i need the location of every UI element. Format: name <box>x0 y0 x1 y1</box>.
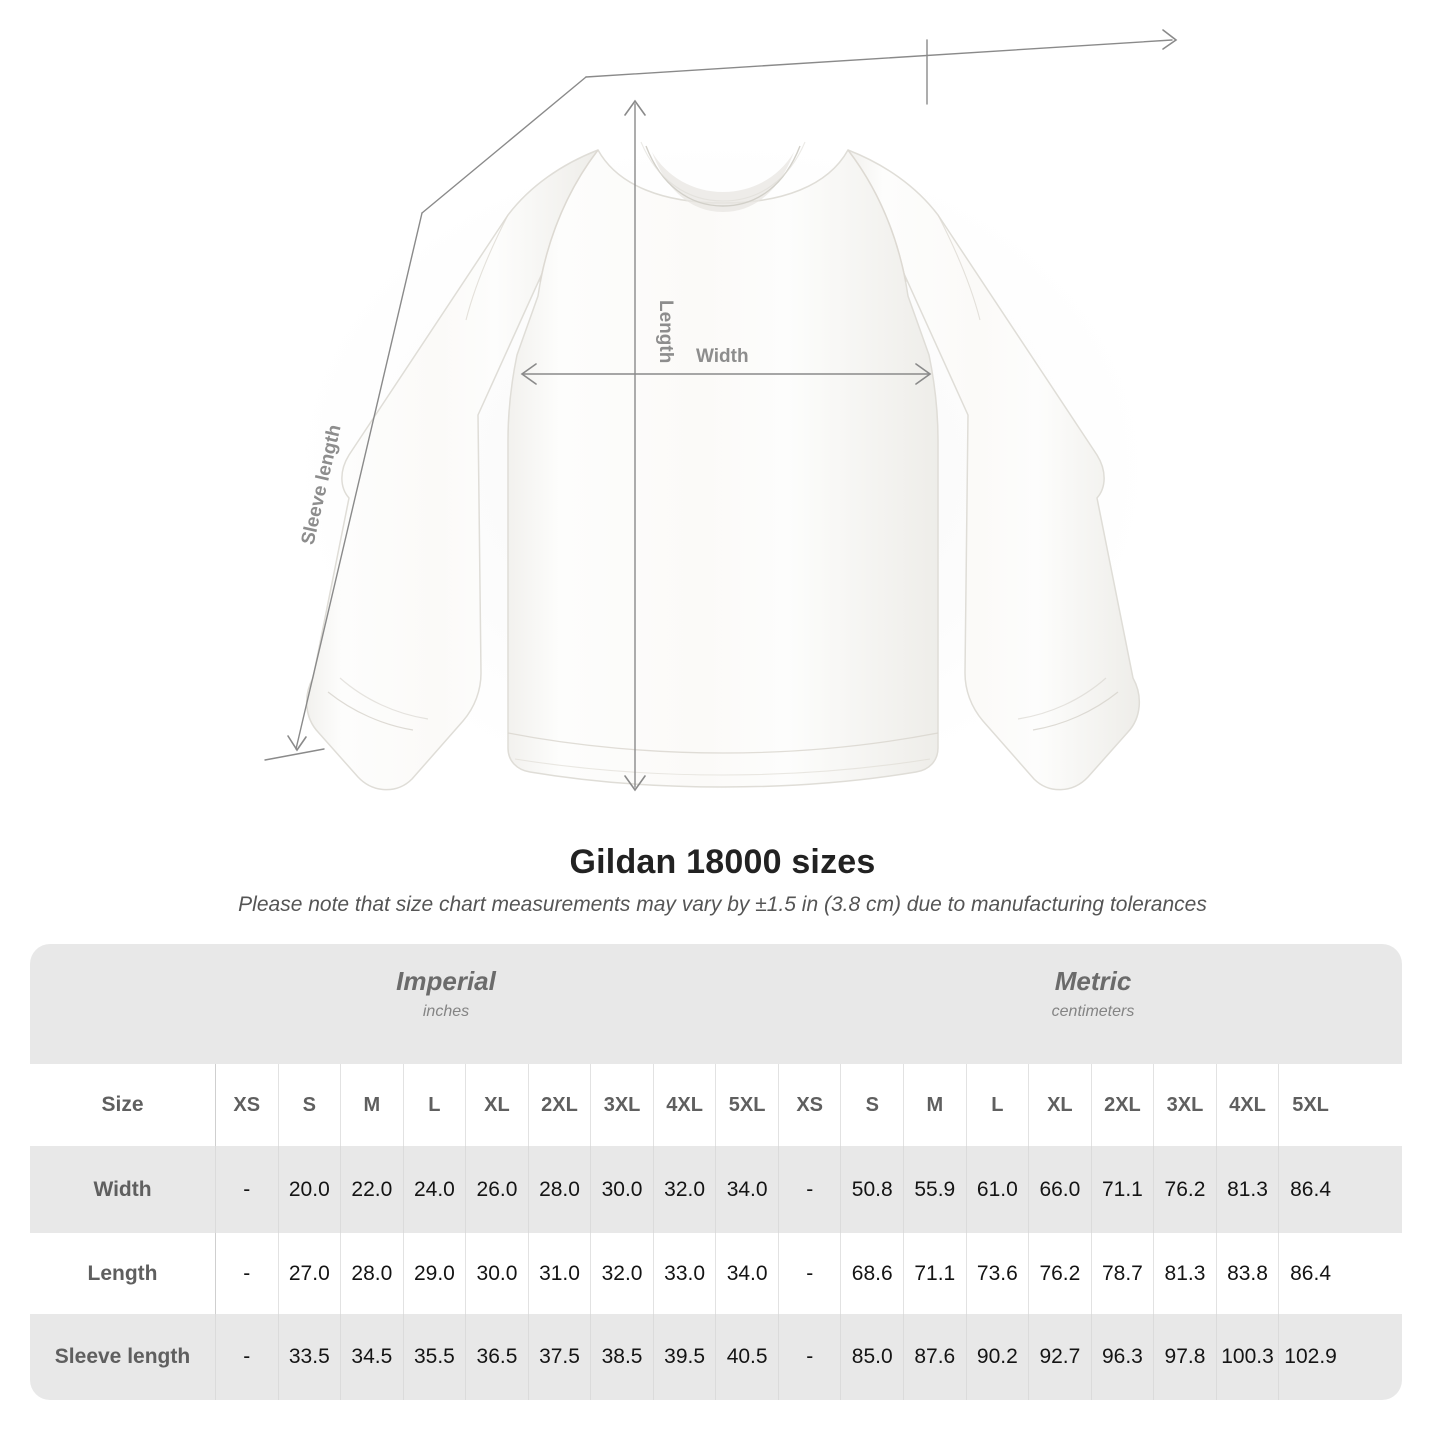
svg-text:Length: Length <box>655 300 676 363</box>
svg-text:Width: Width <box>696 346 749 367</box>
